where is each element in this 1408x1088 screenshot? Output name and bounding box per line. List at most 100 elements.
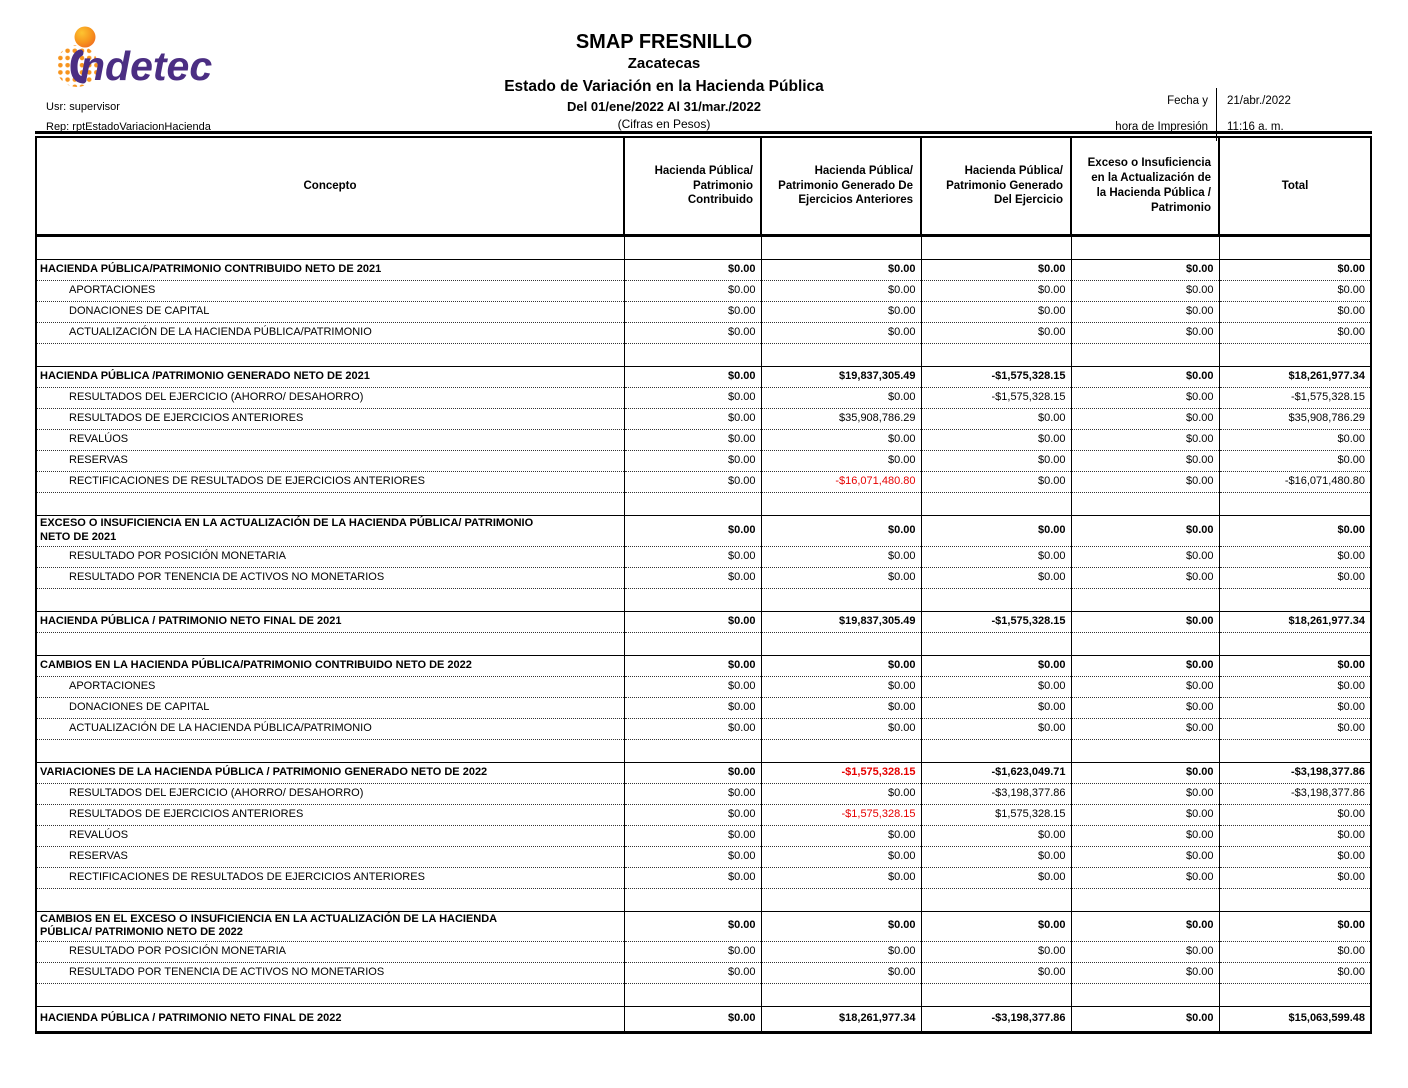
table-row: HACIENDA PÚBLICA / PATRIMONIO NETO FINAL… [35, 611, 1372, 633]
value-cell-generado-ejercicio: $0.00 [920, 429, 1072, 451]
column-header-row: Concepto Hacienda Pública/ Patrimonio Con… [35, 136, 1372, 237]
value-cell-generado-anteriores: $0.00 [760, 259, 922, 281]
spacer-value-cell [623, 343, 762, 367]
value-cell-patrimonio-contribuido: $0.00 [623, 718, 762, 740]
value-cell-generado-anteriores: $0.00 [760, 567, 922, 589]
spacer-value-cell [760, 235, 922, 260]
value-cell-patrimonio-contribuido: $0.00 [623, 301, 762, 323]
indetec-logo-icon: ndetec [56, 26, 212, 89]
table-row: RESULTADO POR TENENCIA DE ACTIVOS NO MON… [35, 567, 1372, 589]
concept-cell: EXCESO O INSUFICIENCIA EN LA ACTUALIZACI… [35, 515, 625, 547]
value-cell-total: $0.00 [1218, 846, 1372, 868]
value-cell-generado-anteriores: $19,837,305.49 [760, 611, 922, 633]
value-cell-patrimonio-contribuido: $0.00 [623, 676, 762, 698]
table-row: DONACIONES DE CAPITAL $0.00 $0.00 $0.00 $0.0… [35, 697, 1372, 719]
value-cell-exceso-insuficiencia: $0.00 [1070, 911, 1220, 942]
value-cell-generado-ejercicio: $0.00 [920, 301, 1072, 323]
value-cell-total: $0.00 [1218, 867, 1372, 889]
value-cell-exceso-insuficiencia: $0.00 [1070, 825, 1220, 847]
value-cell-total: -$3,198,377.86 [1218, 783, 1372, 805]
value-cell-patrimonio-contribuido: $0.00 [623, 697, 762, 719]
table-row: RESULTADOS DEL EJERCICIO (AHORRO/ DESAHO… [35, 783, 1372, 805]
value-cell-generado-anteriores: $0.00 [760, 825, 922, 847]
value-cell-generado-ejercicio: -$1,575,328.15 [920, 611, 1072, 633]
value-cell-generado-ejercicio: -$3,198,377.86 [920, 783, 1072, 805]
spacer-row [35, 588, 1372, 612]
concept-cell: RESULTADO POR TENENCIA DE ACTIVOS NO MON… [35, 567, 625, 589]
value-cell-total: $0.00 [1218, 301, 1372, 323]
value-cell-generado-ejercicio: $0.00 [920, 867, 1072, 889]
value-cell-total: $0.00 [1218, 322, 1372, 344]
org-title: SMAP FRESNILLO [575, 31, 753, 53]
value-cell-generado-anteriores: $0.00 [760, 301, 922, 323]
spacer-value-cell [760, 343, 922, 367]
header-rule [35, 131, 1372, 134]
value-cell-generado-anteriores: $0.00 [760, 697, 922, 719]
spacer-value-cell [623, 492, 762, 516]
table-row: ACTUALIZACIÓN DE LA HACIENDA PÚBLICA/PAT… [35, 322, 1372, 344]
table-row: RESULTADO POR POSICIÓN MONETARIA $0.00 $0.… [35, 546, 1372, 568]
concept-cell: REVALÚOS [35, 429, 625, 451]
spacer-value-cell [920, 983, 1072, 1007]
table-row: APORTACIONES $0.00 $0.00 $0.00 $0.00 $0.00 [35, 676, 1372, 698]
table-row: RESULTADO POR TENENCIA DE ACTIVOS NO MON… [35, 962, 1372, 984]
value-cell-generado-anteriores: -$1,575,328.15 [760, 762, 922, 784]
concept-cell: RESULTADO POR TENENCIA DE ACTIVOS NO MON… [35, 962, 625, 984]
spacer-row [35, 492, 1372, 516]
concept-cell: RESULTADOS DE EJERCICIOS ANTERIORES [35, 408, 625, 430]
report-units: (Cifras en Pesos) [617, 117, 711, 132]
value-cell-exceso-insuficiencia: $0.00 [1070, 322, 1220, 344]
spacer-value-cell [920, 632, 1072, 656]
value-cell-total: $0.00 [1218, 655, 1372, 677]
value-cell-total: $0.00 [1218, 825, 1372, 847]
concept-cell: RESERVAS [35, 450, 625, 472]
value-cell-generado-ejercicio: $0.00 [920, 515, 1072, 547]
value-cell-total: $15,063,599.48 [1218, 1006, 1372, 1034]
spacer-row [35, 888, 1372, 912]
spacer-value-cell [1218, 983, 1372, 1007]
concept-cell: RESULTADOS DE EJERCICIOS ANTERIORES [35, 804, 625, 826]
value-cell-exceso-insuficiencia: $0.00 [1070, 941, 1220, 963]
value-cell-generado-ejercicio: -$1,623,049.71 [920, 762, 1072, 784]
spacer-value-cell [1070, 888, 1220, 912]
value-cell-patrimonio-contribuido: $0.00 [623, 515, 762, 547]
value-cell-generado-anteriores: $18,261,977.34 [760, 1006, 922, 1034]
value-cell-generado-ejercicio: $0.00 [920, 941, 1072, 963]
concept-cell: RECTIFICACIONES DE RESULTADOS DE EJERCIC… [35, 471, 625, 493]
value-cell-exceso-insuficiencia: $0.00 [1070, 783, 1220, 805]
value-cell-patrimonio-contribuido: $0.00 [623, 867, 762, 889]
value-cell-total: $0.00 [1218, 546, 1372, 568]
value-cell-total: $0.00 [1218, 567, 1372, 589]
value-cell-patrimonio-contribuido: $0.00 [623, 408, 762, 430]
table-row: APORTACIONES $0.00 $0.00 $0.00 $0.00 $0.00 [35, 280, 1372, 302]
table-row: HACIENDA PÚBLICA / PATRIMONIO NETO FINAL… [35, 1006, 1372, 1034]
value-cell-exceso-insuficiencia: $0.00 [1070, 471, 1220, 493]
spacer-value-cell [920, 343, 1072, 367]
spacer-value-cell [1070, 632, 1220, 656]
concept-cell: APORTACIONES [35, 676, 625, 698]
spacer-value-cell [760, 632, 922, 656]
report-id-label: Rep: rptEstadoVariacionHacienda [46, 121, 211, 133]
value-cell-generado-anteriores: $0.00 [760, 515, 922, 547]
value-cell-total: $0.00 [1218, 676, 1372, 698]
table-row: RESULTADOS DE EJERCICIOS ANTERIORES $0.00… [35, 408, 1372, 430]
print-date-label: Fecha y [1167, 95, 1208, 107]
spacer-row [35, 343, 1372, 367]
column-header-total: Total [1218, 136, 1372, 237]
spacer-value-cell [623, 983, 762, 1007]
concept-cell: CAMBIOS EN EL EXCESO O INSUFICIENCIA EN … [35, 911, 625, 942]
value-cell-exceso-insuficiencia: $0.00 [1070, 611, 1220, 633]
value-cell-generado-ejercicio: $0.00 [920, 825, 1072, 847]
value-cell-patrimonio-contribuido: $0.00 [623, 804, 762, 826]
table-row: CAMBIOS EN LA HACIENDA PÚBLICA/PATRIMONI… [35, 655, 1372, 677]
table-row: RESERVAS $0.00 $0.00 $0.00 $0.00 $0.00 [35, 846, 1372, 868]
print-info-values: 21/abr./2022 11:16 a. m. [1217, 88, 1291, 141]
concept-cell: RESULTADOS DEL EJERCICIO (AHORRO/ DESAHO… [35, 387, 625, 409]
spacer-value-cell [1218, 235, 1372, 260]
value-cell-exceso-insuficiencia: $0.00 [1070, 804, 1220, 826]
value-cell-exceso-insuficiencia: $0.00 [1070, 655, 1220, 677]
value-cell-generado-anteriores: $0.00 [760, 867, 922, 889]
spacer-value-cell [1070, 343, 1220, 367]
value-cell-exceso-insuficiencia: $0.00 [1070, 301, 1220, 323]
concept-cell: DONACIONES DE CAPITAL [35, 301, 625, 323]
